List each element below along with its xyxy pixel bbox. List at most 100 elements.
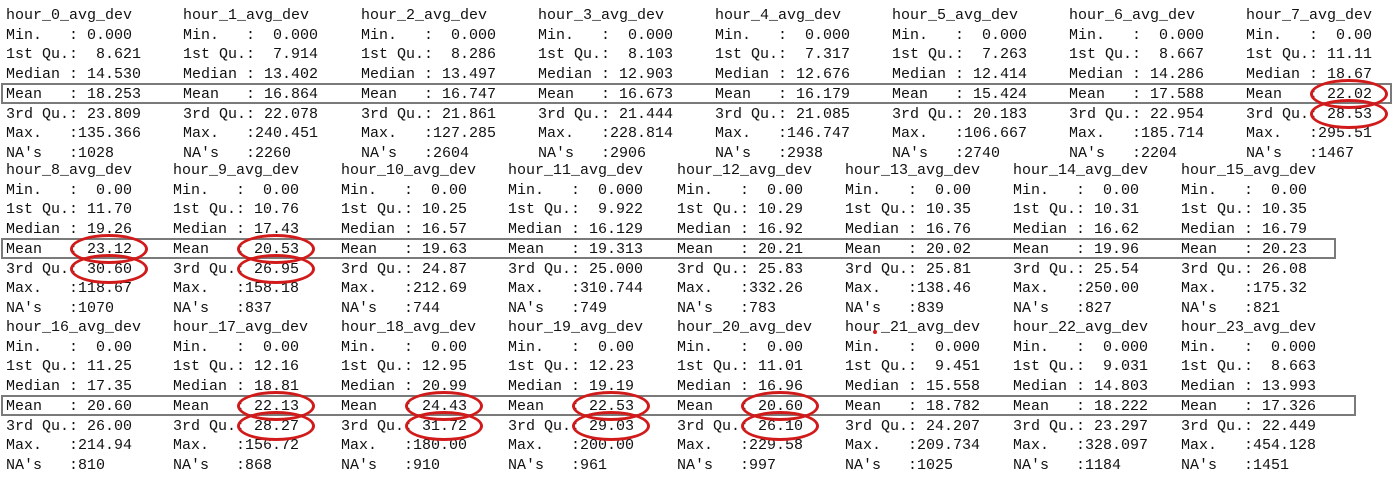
stat-value: 454.128 (1253, 437, 1317, 455)
stat-value: 16.673 (610, 85, 674, 103)
stat-label: Median : (173, 378, 246, 396)
stat-value: 8.103 (610, 46, 674, 64)
stat-label: Min. : (6, 26, 79, 44)
stat-value: 16.92 (749, 221, 804, 239)
stat-value: 138.46 (917, 280, 972, 298)
stat-label: 1st Qu.: (1181, 201, 1254, 219)
column-header: hour_16_avg_dev (6, 319, 142, 336)
stat-value: 24.87 (413, 260, 468, 278)
stat-label: NA's : (1013, 456, 1086, 474)
stat-value: 28.53 (1318, 105, 1373, 123)
stat-row-third-quartile: 3rd Qu.: 23.809 3rd Qu.: 22.078 3rd Qu.: 2… (0, 105, 1400, 124)
stat-label: 3rd Qu.: (1181, 260, 1254, 278)
stat-label: Median : (1181, 221, 1254, 239)
stat-row-median: Median : 17.35 Median : 18.81 Median : 20.… (0, 377, 1400, 396)
column-header: hour_6_avg_dev (1069, 7, 1196, 24)
stat-label: Min. : (1181, 338, 1254, 356)
stat-label: Mean : (508, 397, 581, 415)
stat-label: Min. : (1246, 26, 1319, 44)
stat-label: Mean : (341, 397, 414, 415)
stat-label: Median : (1013, 378, 1086, 396)
stat-value: 21.085 (787, 105, 851, 123)
stat-value: 13.402 (255, 66, 319, 84)
stat-label: Mean : (845, 397, 918, 415)
stat-value: 0.00 (245, 181, 300, 199)
stat-value: 22.53 (580, 397, 635, 415)
stat-value: 23.809 (78, 105, 142, 123)
stat-value: 11.25 (78, 358, 133, 376)
stat-value: 17.43 (245, 221, 300, 239)
stat-value: 209.734 (917, 437, 981, 455)
stat-label: 3rd Qu.: (508, 260, 581, 278)
stat-value: 328.097 (1085, 437, 1149, 455)
stat-label: Min. : (845, 181, 918, 199)
stat-value: 118.67 (78, 280, 133, 298)
stat-value: 16.96 (749, 378, 804, 396)
column-header: hour_10_avg_dev (341, 162, 477, 179)
stat-label: Max. : (6, 125, 79, 143)
stat-label: Max. : (341, 437, 414, 455)
stat-label: 1st Qu.: (1069, 46, 1142, 64)
stat-label: 1st Qu.: (508, 358, 581, 376)
stat-label: Max. : (892, 125, 965, 143)
stat-value: 20.99 (413, 378, 468, 396)
stat-label: Max. : (1181, 280, 1254, 298)
stat-label: Max. : (715, 125, 788, 143)
stat-value: 25.000 (580, 260, 644, 278)
stat-label: Median : (1013, 221, 1086, 239)
stat-value: 0.000 (1085, 338, 1149, 356)
stat-label: Min. : (1013, 181, 1086, 199)
stat-value: 16.747 (433, 85, 497, 103)
stat-value: 11.70 (78, 201, 133, 219)
column-header: hour_23_avg_dev (1181, 319, 1317, 336)
stat-value: 0.000 (1253, 338, 1317, 356)
stat-row-third-quartile: 3rd Qu.: 30.60 3rd Qu.: 26.95 3rd Qu.: 24.… (0, 260, 1400, 279)
summary-block-0: hour_0_avg_dev hour_1_avg_dev hour_2_avg_d… (0, 6, 1400, 164)
stat-label: Max. : (1013, 280, 1086, 298)
stat-value: 8.667 (1141, 46, 1205, 64)
stat-row-first-quartile: 1st Qu.: 11.25 1st Qu.: 12.16 1st Qu.: 12.… (0, 357, 1400, 376)
stat-label: Min. : (508, 338, 581, 356)
stat-label: 1st Qu.: (1181, 358, 1254, 376)
header-row: hour_16_avg_dev hour_17_avg_dev hour_18_av… (0, 318, 1400, 337)
stat-value: 0.000 (964, 26, 1028, 44)
annotation-dot (873, 330, 877, 334)
stat-value: 10.29 (749, 201, 804, 219)
stat-value: 2938 (787, 144, 824, 162)
stat-label: 1st Qu.: (173, 358, 246, 376)
stat-value: 12.95 (413, 358, 468, 376)
stat-value: 26.08 (1253, 260, 1308, 278)
stat-value: 200.00 (580, 437, 635, 455)
stat-label: Median : (845, 378, 918, 396)
stat-label: Max. : (1013, 437, 1086, 455)
stat-value: 910 (413, 456, 441, 474)
stat-value: 26.95 (245, 260, 300, 278)
column-header: hour_2_avg_dev (361, 7, 488, 24)
stat-value: 868 (245, 456, 273, 474)
stat-row-first-quartile: 1st Qu.: 11.70 1st Qu.: 10.76 1st Qu.: 10.… (0, 200, 1400, 219)
stat-value: 310.744 (580, 280, 644, 298)
stat-label: Median : (508, 221, 581, 239)
stat-value: 1467 (1318, 144, 1355, 162)
stat-value: 2260 (255, 144, 292, 162)
stat-value: 749 (580, 299, 608, 317)
stat-value: 0.000 (433, 26, 497, 44)
column-header: hour_18_avg_dev (341, 319, 477, 336)
stat-value: 0.000 (610, 26, 674, 44)
stat-value: 23.297 (1085, 417, 1149, 435)
stat-label: NA's : (892, 144, 965, 162)
stat-label: NA's : (1181, 299, 1254, 317)
stat-value: 9.451 (917, 358, 981, 376)
stat-label: Median : (1246, 66, 1319, 84)
stat-row-mean: Mean : 18.253 Mean : 16.864 Mean : 16.747 M… (0, 85, 1400, 104)
stat-value: 16.57 (413, 221, 468, 239)
stat-label: Max. : (538, 125, 611, 143)
stat-label: 3rd Qu.: (1246, 105, 1319, 123)
stat-value: 21.861 (433, 105, 497, 123)
stat-value: 175.32 (1253, 280, 1308, 298)
stat-label: NA's : (183, 144, 256, 162)
stat-label: Max. : (6, 280, 79, 298)
stat-label: Median : (6, 221, 79, 239)
stat-value: 0.000 (1141, 26, 1205, 44)
